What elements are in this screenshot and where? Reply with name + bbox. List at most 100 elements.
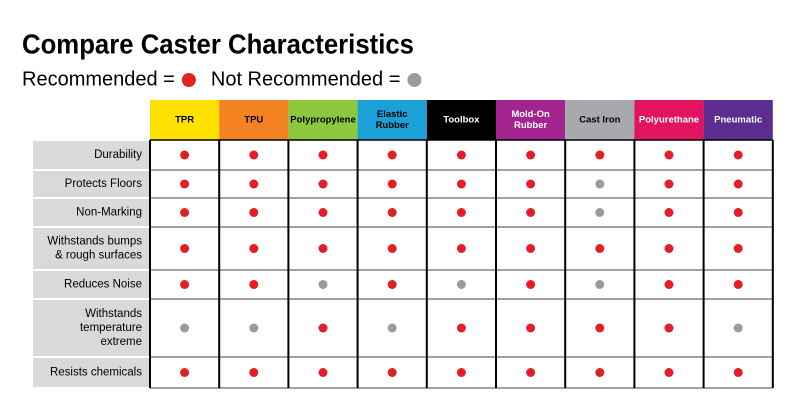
column-header-text: Polypropylene — [290, 115, 355, 126]
rating-dot — [664, 150, 674, 160]
rating-dot — [664, 244, 674, 253]
column-header-text: Cast Iron — [579, 115, 620, 126]
rating-dot — [318, 323, 328, 333]
rating-dot — [318, 244, 328, 253]
column-header — [703, 100, 773, 140]
row-label: Withstands — [85, 308, 142, 320]
rating-dot — [595, 150, 605, 160]
column-header — [634, 100, 704, 140]
rating-dot — [595, 323, 605, 333]
rating-dot — [249, 179, 259, 189]
rating-dot — [180, 208, 190, 217]
row-label: Reduces Noise — [64, 279, 142, 291]
rating-dot — [733, 150, 743, 160]
title: Compare Caster Characteristics — [22, 28, 414, 59]
rating-dot — [733, 179, 743, 189]
rating-dot — [180, 244, 190, 253]
rating-dot — [249, 280, 259, 289]
rating-dot — [456, 179, 466, 189]
rating-dot — [595, 368, 605, 377]
column-header — [426, 100, 496, 140]
rating-dot — [318, 368, 328, 377]
column-header-text: Rubber — [376, 120, 410, 131]
column-header-text: TPU — [244, 115, 263, 126]
rating-dot — [387, 208, 397, 217]
rating-dot — [733, 208, 743, 217]
column-header — [496, 100, 566, 140]
row-label-cell — [33, 141, 150, 169]
rating-dot — [456, 368, 466, 377]
rating-dot — [733, 368, 743, 377]
rating-dot — [249, 208, 259, 217]
row-label: Durability — [94, 149, 142, 161]
rating-dot — [249, 244, 259, 253]
rating-dot — [526, 179, 536, 189]
rating-dot — [733, 323, 743, 333]
rating-dot — [733, 280, 743, 289]
rating-dot — [318, 280, 328, 289]
rating-dot — [318, 150, 328, 160]
rating-dot — [526, 280, 536, 289]
rating-dot — [456, 323, 466, 333]
rating-dot — [733, 244, 743, 253]
column-header — [357, 100, 427, 140]
rating-dot — [595, 179, 605, 189]
column-header — [288, 100, 358, 140]
rating-dot — [595, 208, 605, 217]
rating-dot — [180, 179, 190, 189]
rating-dot — [180, 323, 190, 333]
row-label: & rough surfaces — [55, 250, 142, 262]
rating-dot — [664, 280, 674, 289]
row-label: temperature — [80, 322, 142, 334]
rating-dot — [526, 150, 536, 160]
rating-dot — [249, 368, 259, 377]
rating-dot — [180, 280, 190, 289]
legend-label: Not Recommended = — [211, 68, 401, 90]
rating-dot — [456, 280, 466, 289]
rating-dot — [664, 208, 674, 217]
rating-dot — [318, 208, 328, 217]
rating-dot — [456, 208, 466, 217]
column-header-text: Rubber — [514, 120, 548, 131]
row-label-cell — [33, 228, 150, 269]
column-header — [565, 100, 635, 140]
rating-dot — [249, 150, 259, 160]
rating-dot — [595, 244, 605, 253]
column-header-text: Mold-On — [511, 109, 550, 120]
column-header — [219, 100, 289, 140]
rating-dot — [180, 150, 190, 160]
legend-dot — [181, 73, 196, 87]
column-header — [150, 100, 220, 140]
rating-dot — [526, 368, 536, 377]
rating-dot — [387, 179, 397, 189]
row-label-cell — [33, 358, 150, 387]
rating-dot — [387, 150, 397, 160]
rating-dot — [456, 150, 466, 160]
rating-dot — [526, 208, 536, 217]
rating-dot — [387, 368, 397, 377]
rating-dot — [456, 244, 466, 253]
column-header-text: Toolbox — [443, 115, 480, 126]
rating-dot — [664, 368, 674, 377]
legend-dot — [407, 73, 422, 87]
column-header-text: Polyurethane — [639, 115, 699, 126]
legend-label: Recommended = — [22, 68, 175, 90]
rating-dot — [526, 244, 536, 253]
rating-dot — [180, 368, 190, 377]
column-header-text: Pneumatic — [714, 115, 762, 126]
column-header-text: Elastic — [377, 109, 408, 120]
rating-dot — [595, 280, 605, 289]
rating-dot — [318, 179, 328, 189]
rating-dot — [526, 323, 536, 333]
rating-dot — [664, 323, 674, 333]
rating-dot — [387, 244, 397, 253]
row-label: Resists chemicals — [50, 367, 142, 379]
rating-dot — [387, 323, 397, 333]
row-label-cell — [33, 271, 150, 298]
row-label: Non-Marking — [76, 207, 142, 219]
row-label: Protects Floors — [65, 178, 143, 190]
column-header-text: TPR — [175, 115, 194, 126]
row-label-cell — [33, 199, 150, 226]
rating-dot — [249, 323, 259, 333]
